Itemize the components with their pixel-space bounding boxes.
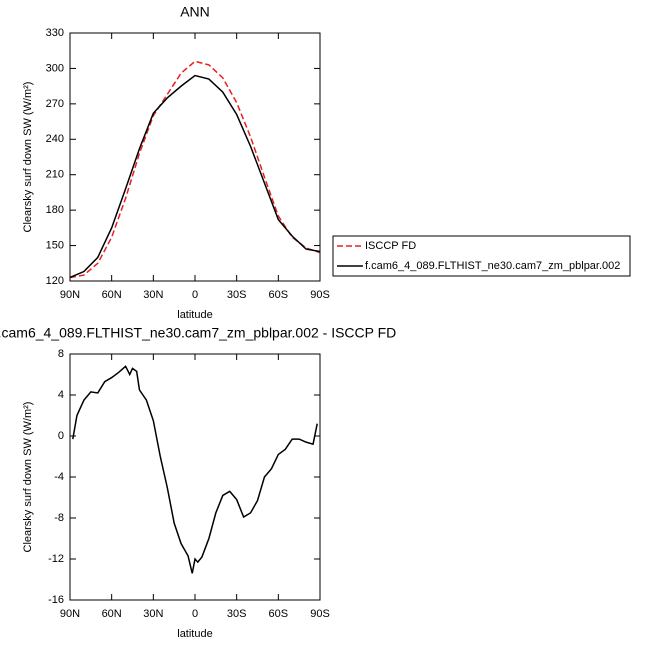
x-tick-label: 0	[192, 608, 198, 620]
x-tick-label: 60N	[102, 608, 122, 620]
x-tick-label: 60N	[102, 289, 122, 301]
y-tick-label: -16	[48, 594, 64, 606]
y-tick-label: 180	[46, 204, 64, 216]
x-tick-label: 90S	[310, 289, 330, 301]
line-series	[69, 60, 321, 279]
y-tick-label: 240	[46, 133, 64, 145]
x-tick-label: 90S	[310, 608, 330, 620]
legend-label: f.cam6_4_089.FLTHIST_ne30.cam7_zm_pblpar…	[365, 260, 620, 272]
line-series	[72, 365, 318, 574]
y-axis-title: Clearsky surf down SW (W/m²)	[22, 82, 34, 233]
x-tick-label: 30N	[143, 289, 163, 301]
y-tick-label: 270	[46, 98, 64, 110]
x-tick-label: 30S	[227, 608, 247, 620]
x-tick-label: 0	[192, 289, 198, 301]
plot-frame	[69, 32, 321, 282]
y-tick-label: 8	[58, 348, 64, 360]
y-tick-label: 210	[46, 169, 64, 181]
y-tick-label: 300	[46, 62, 64, 74]
y-axis-title: Clearsky surf down SW (W/m²)	[22, 402, 34, 553]
y-tick-label: -12	[48, 553, 64, 565]
plot-frame	[69, 353, 321, 601]
y-tick-label: -8	[54, 512, 64, 524]
chart-title: ANN	[180, 4, 210, 20]
x-tick-label: 90N	[60, 289, 80, 301]
x-tick-label: 30S	[227, 289, 247, 301]
x-tick-label: 60S	[269, 289, 289, 301]
legend-box	[332, 235, 631, 277]
y-tick-label: 120	[46, 275, 64, 287]
y-tick-label: 150	[46, 239, 64, 251]
x-axis-title: latitude	[177, 309, 212, 321]
x-tick-label: 90N	[60, 608, 80, 620]
x-axis-title: latitude	[177, 628, 212, 640]
y-tick-label: -4	[54, 471, 64, 483]
x-tick-label: 30N	[143, 608, 163, 620]
legend-label: ISCCP FD	[365, 240, 416, 252]
y-tick-label: 0	[58, 430, 64, 442]
y-tick-label: 330	[46, 27, 64, 39]
x-tick-label: 60S	[269, 608, 289, 620]
line-series	[69, 74, 321, 279]
chart-title: f.cam6_4_089.FLTHIST_ne30.cam7_zm_pblpar…	[0, 325, 396, 341]
y-tick-label: 4	[58, 389, 64, 401]
